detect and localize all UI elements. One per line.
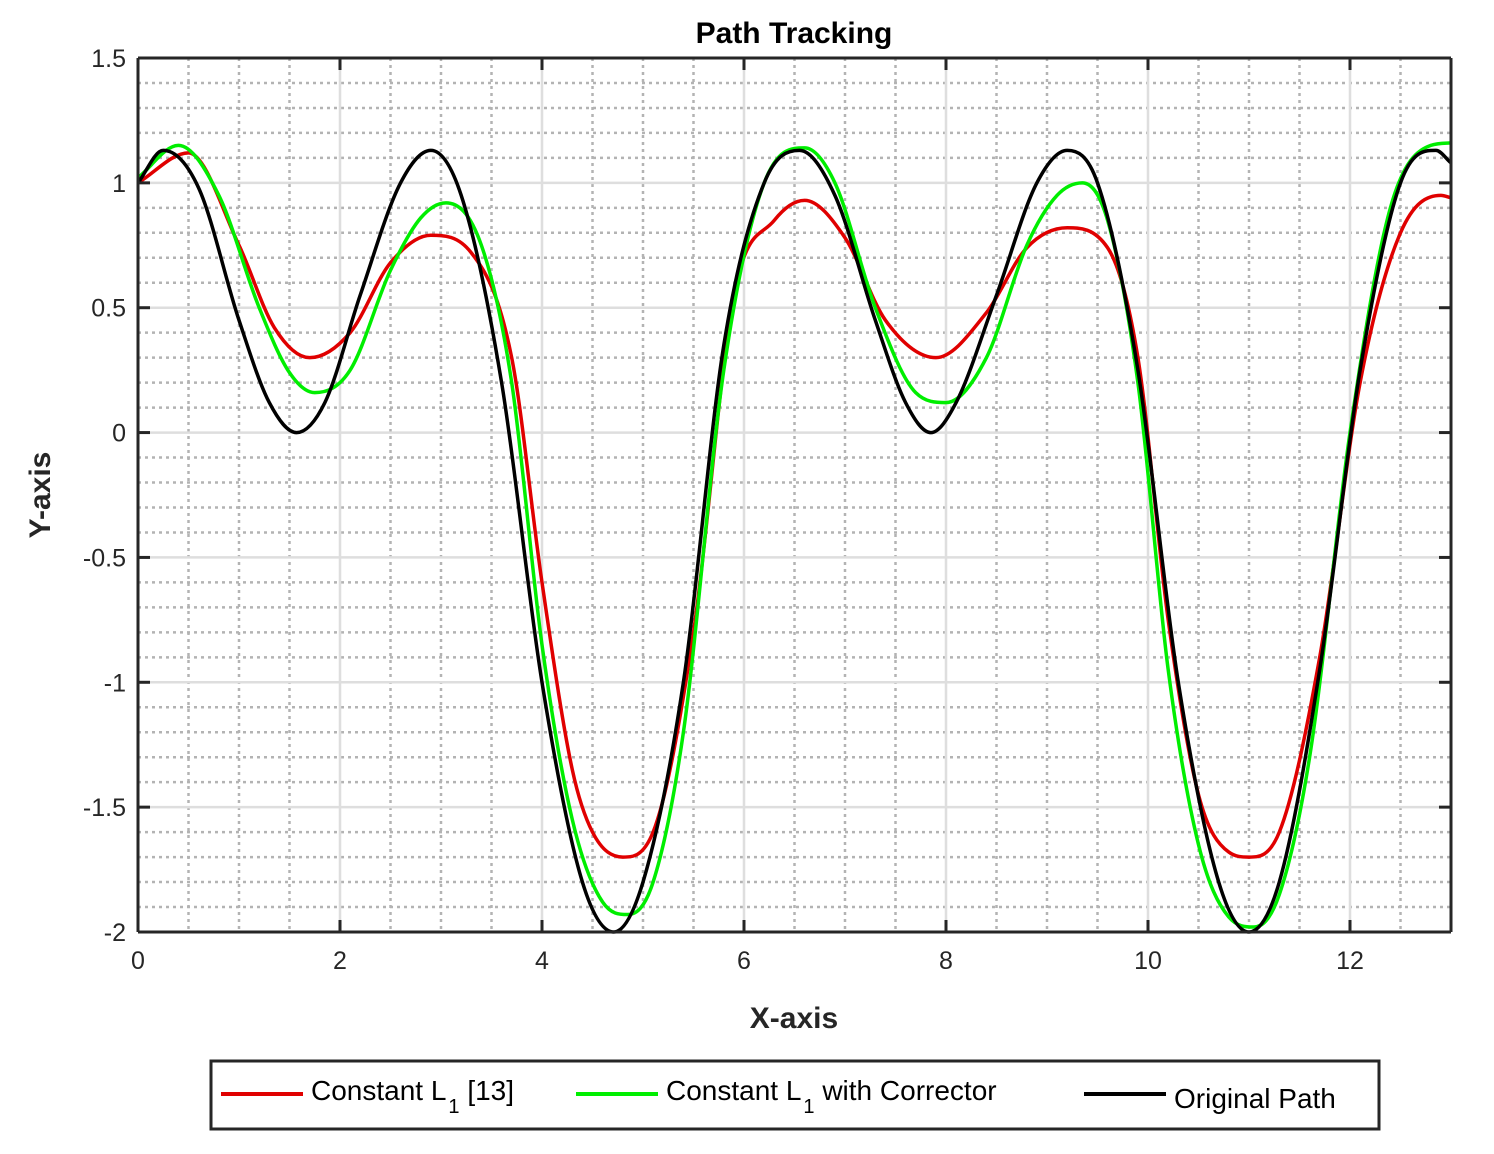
x-tick-label: 10 [1134, 947, 1162, 975]
legend: Constant L1 [13] Constant L1 with Correct… [209, 1059, 1381, 1131]
x-tick-label: 2 [333, 947, 347, 975]
y-tick-label: 1 [112, 170, 126, 198]
chart-title: Path Tracking [696, 17, 893, 50]
legend-entry-constant-l1-label: Constant L1 [13] [311, 1075, 514, 1118]
y-tick-label: 0 [112, 420, 126, 448]
y-tick-label: 1.5 [91, 45, 126, 73]
y-tick-label: 0.5 [91, 295, 126, 323]
axes-layer: 0 2 4 6 8 10 12 -2 -1.5 -1 -0.5 0 0.5 1 1.5 [83, 45, 1453, 975]
x-tick-label: 12 [1336, 947, 1364, 975]
y-tick-label: -1.5 [83, 794, 126, 822]
series-line-constant-l1 [138, 151, 1451, 859]
x-tick-label: 8 [939, 947, 953, 975]
legend-entry-constant-l1-corrector-label: Constant L1 with Corrector [666, 1075, 997, 1118]
x-tick-label: 4 [535, 947, 549, 975]
legend-entry-original-path-label: Original Path [1174, 1083, 1336, 1114]
series-line-constant-l1-corrector [138, 141, 1451, 929]
y-tick-label: -2 [104, 919, 126, 947]
x-tick-label: 6 [737, 947, 751, 975]
x-axis-label: X-axis [750, 1002, 838, 1035]
y-tick-label: -0.5 [83, 544, 126, 572]
legend-box [209, 1059, 1381, 1131]
y-tick-label: -1 [104, 669, 126, 697]
y-axis-label: Y-axis [24, 452, 57, 539]
x-tick-label: 0 [131, 947, 145, 975]
grid-layer [136, 56, 1453, 934]
